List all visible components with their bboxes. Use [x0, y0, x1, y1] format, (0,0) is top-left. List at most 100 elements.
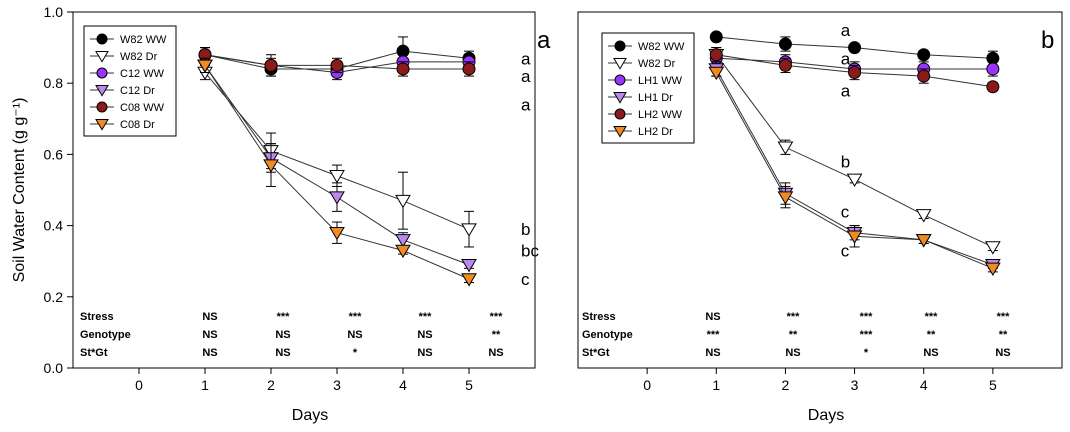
- stats-cell: NS: [705, 347, 720, 359]
- legend-marker: [613, 58, 627, 70]
- data-point: [917, 69, 931, 83]
- stats-row-label: St*Gt: [582, 347, 610, 359]
- stats-cell: ***: [925, 311, 939, 323]
- stats-cell: NS: [417, 347, 432, 359]
- data-point: [848, 41, 862, 55]
- stats-cell: ***: [860, 311, 874, 323]
- data-point: [329, 191, 345, 205]
- legend-label: C08 WW: [120, 102, 165, 114]
- data-point: [264, 58, 278, 72]
- data-point: [986, 62, 1000, 76]
- stats-cell: NS: [202, 347, 217, 359]
- x-tick-label: 4: [920, 377, 928, 393]
- data-point: [986, 80, 1000, 94]
- series-w82-dr: [197, 64, 477, 248]
- legend-label: W82 Dr: [120, 51, 158, 63]
- x-tick-label: 5: [465, 377, 473, 393]
- x-tick-label: 3: [333, 377, 341, 393]
- legend-label: LH1 Dr: [638, 92, 673, 104]
- stats-cell: NS: [417, 329, 432, 341]
- x-axis-label: Days: [292, 407, 328, 424]
- legend-box: [601, 32, 695, 144]
- data-point: [330, 58, 344, 72]
- data-point: [915, 209, 932, 223]
- significance-letter: c: [841, 242, 850, 261]
- x-axis-label: Days: [808, 407, 844, 424]
- data-point: [709, 30, 723, 44]
- y-axis-label: Soil Water Content (g g⁻¹): [11, 98, 28, 283]
- data-point: [395, 234, 411, 248]
- stats-row-label: St*Gt: [80, 347, 108, 359]
- stats-cell: **: [789, 329, 798, 341]
- legend-marker: [614, 74, 626, 86]
- significance-letter: bc: [521, 242, 539, 261]
- stats-cell: **: [999, 329, 1008, 341]
- stats-cell: NS: [785, 347, 800, 359]
- legend-marker: [613, 126, 627, 138]
- stats-cell: ***: [787, 311, 801, 323]
- x-tick-label: 3: [851, 377, 859, 393]
- data-point: [778, 37, 792, 51]
- data-point: [848, 66, 862, 80]
- data-point: [461, 273, 477, 287]
- stats-cell: **: [927, 329, 936, 341]
- x-tick-label: 2: [782, 377, 790, 393]
- data-point: [461, 259, 477, 273]
- data-point: [329, 170, 345, 184]
- significance-letter: b: [841, 153, 850, 172]
- data-point: [709, 48, 723, 62]
- stats-cell: ***: [277, 311, 291, 323]
- y-tick-label: 0.2: [44, 289, 64, 305]
- stats-row-label: Genotype: [80, 329, 131, 341]
- data-point: [396, 62, 410, 76]
- stats-cell: NS: [347, 329, 362, 341]
- data-point: [197, 59, 213, 74]
- legend: W82 WW W82 Dr C12 WW C12 Dr C08 WW C08 Dr: [83, 25, 177, 137]
- x-tick-label: 5: [989, 377, 997, 393]
- significance-letter: c: [841, 202, 850, 221]
- stats-cell: NS: [275, 329, 290, 341]
- legend-marker: [95, 51, 109, 63]
- legend-marker: [95, 119, 109, 131]
- data-point: [915, 234, 932, 248]
- panel-label: b: [1041, 27, 1054, 54]
- data-point: [461, 223, 477, 237]
- x-tick-label: 1: [201, 377, 209, 393]
- data-point: [984, 262, 1001, 276]
- data-point: [778, 58, 792, 72]
- significance-letter: a: [521, 67, 531, 86]
- legend-marker: [614, 108, 626, 120]
- stats-cell: NS: [202, 329, 217, 341]
- data-point: [462, 62, 476, 76]
- y-tick-label: 0.6: [44, 146, 64, 162]
- data-point: [917, 48, 931, 62]
- legend-label: W82 WW: [120, 34, 167, 46]
- data-point: [708, 66, 725, 81]
- legend-marker: [96, 33, 108, 45]
- series-w82-ww: [709, 30, 1000, 66]
- series-line: [715, 54, 994, 248]
- stats-cell: *: [864, 347, 869, 359]
- stats-cell: ***: [490, 311, 504, 323]
- stats-cell: ***: [419, 311, 433, 323]
- legend-label: C12 WW: [120, 68, 165, 80]
- legend-label: W82 WW: [638, 41, 685, 53]
- series-c08-dr: [197, 57, 477, 287]
- legend-label: C08 Dr: [120, 119, 155, 131]
- legend-label: W82 Dr: [638, 58, 676, 70]
- data-point: [263, 159, 279, 173]
- plot-frame: [577, 11, 1063, 369]
- stats-cell: ***: [860, 329, 874, 341]
- stats-cell: ***: [707, 329, 721, 341]
- data-point: [984, 241, 1001, 255]
- y-tick-label: 1.0: [44, 4, 64, 20]
- significance-letter: a: [841, 49, 851, 68]
- significance-letter: a: [521, 49, 531, 68]
- data-point: [329, 226, 345, 241]
- legend: W82 WW W82 Dr LH1 WW LH1 Dr LH2 WW LH2 Dr: [601, 32, 695, 144]
- y-tick-label: 0.4: [44, 218, 64, 234]
- legend-marker: [96, 101, 108, 113]
- legend-marker: [614, 40, 626, 52]
- y-tick-label: 0.0: [44, 360, 64, 376]
